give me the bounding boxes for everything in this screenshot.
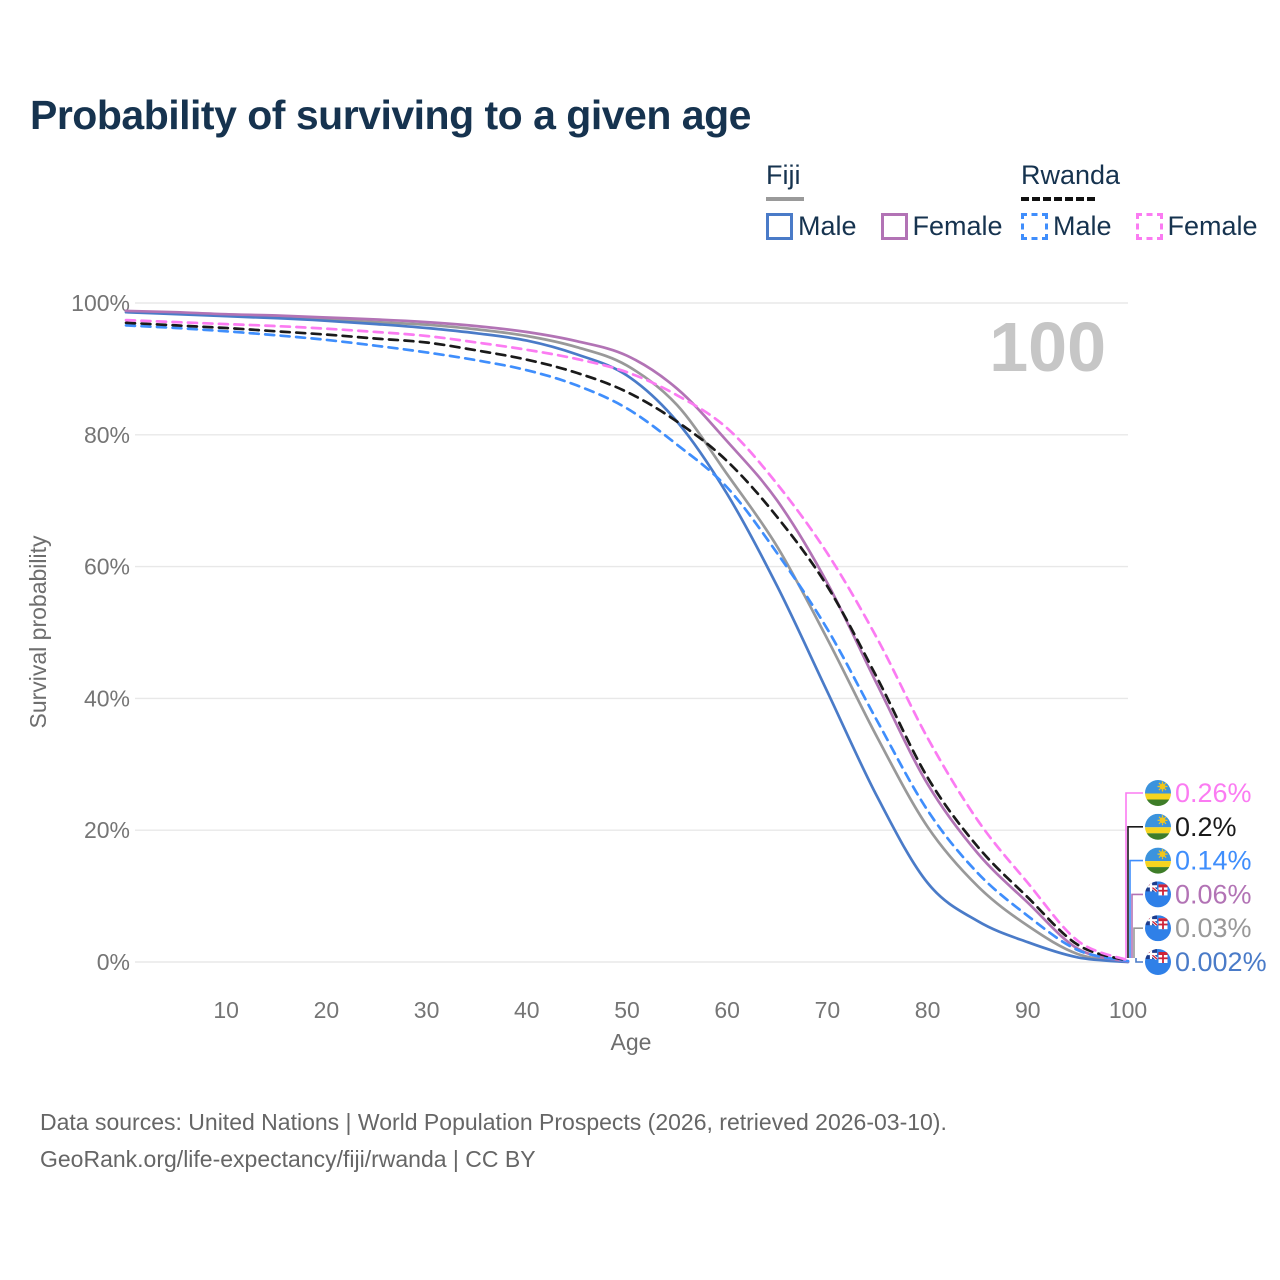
legend-item-rwanda-female[interactable]: Female (1135, 211, 1258, 242)
legend-fiji-label: Fiji (766, 160, 801, 190)
rwanda-male-checkbox[interactable] (1021, 213, 1048, 240)
y-tick-label: 40% (84, 685, 130, 711)
x-tick-label: 30 (414, 997, 440, 1023)
fiji-female-checkbox[interactable] (880, 213, 908, 240)
fiji-flag-icon (1145, 915, 1171, 942)
rwanda-flag-icon (1145, 847, 1171, 874)
line-fiji-male[interactable] (124, 310, 1130, 964)
rwanda-flag-icon (1145, 813, 1171, 840)
x-tick-label: 70 (815, 997, 841, 1023)
y-tick-label: 0% (97, 949, 130, 975)
end-label-connector (1129, 859, 1143, 958)
end-label-connector (1135, 958, 1143, 963)
x-tick-label: 100 (1109, 997, 1147, 1023)
source-line-2: GeoRank.org/life-expectancy/fiji/rwanda … (40, 1146, 536, 1172)
y-axis-title: Survival probability (25, 535, 51, 729)
legend-item-fiji-male[interactable]: Male (766, 211, 857, 242)
end-value-label-rwanda: 0.2% (1175, 812, 1237, 842)
fiji-flag-icon (1145, 881, 1171, 908)
x-tick-label: 80 (915, 997, 941, 1023)
page-title: Probability of surviving to a given age (30, 92, 751, 138)
legend-item-fiji-female[interactable]: Female (880, 211, 1003, 242)
end-label-connector (1131, 893, 1143, 958)
x-axis-title: Age (611, 1029, 652, 1055)
data-source-note: Data sources: United Nations | World Pop… (40, 1104, 947, 1178)
end-label-connector (1127, 826, 1143, 958)
rwanda-flag-icon (1145, 780, 1171, 806)
line-fiji-female[interactable] (124, 309, 1130, 963)
x-tick-label: 20 (314, 997, 340, 1023)
legend-label-fiji-female: Female (912, 211, 1003, 241)
legend-label-fiji-male: Male (798, 211, 857, 241)
legend-group-fiji: Fiji Male Female (766, 160, 1003, 242)
x-tick-label: 10 (213, 997, 239, 1023)
line-rwanda-female[interactable] (124, 318, 1130, 962)
y-tick-label: 20% (84, 817, 130, 843)
legend-group-rwanda: Rwanda Male Female (1021, 160, 1258, 242)
line-rwanda-male[interactable] (124, 324, 1130, 963)
rwanda-line-style-swatch (1021, 197, 1095, 201)
end-label-connector (1133, 927, 1143, 958)
y-tick-label: 80% (84, 422, 130, 448)
x-tick-label: 60 (714, 997, 740, 1023)
legend-label-rwanda-male: Male (1053, 211, 1112, 241)
y-tick-label: 60% (84, 554, 130, 580)
end-label-connector (1125, 792, 1143, 958)
end-value-label-fiji-female: 0.06% (1175, 879, 1252, 909)
end-value-label-rwanda-female: 0.26% (1175, 778, 1252, 808)
legend-label-rwanda-female: Female (1167, 211, 1258, 241)
fiji-flag-icon (1145, 949, 1171, 975)
rwanda-female-checkbox[interactable] (1135, 213, 1163, 240)
fiji-male-checkbox[interactable] (766, 213, 793, 240)
legend-rwanda-label: Rwanda (1021, 160, 1121, 190)
x-tick-label: 90 (1015, 997, 1041, 1023)
end-value-label-fiji-male: 0.002% (1175, 947, 1267, 977)
end-value-label-rwanda-male: 0.14% (1175, 846, 1252, 876)
end-value-label-fiji: 0.03% (1175, 913, 1252, 943)
legend-item-rwanda-male[interactable]: Male (1021, 211, 1112, 242)
source-line-1: Data sources: United Nations | World Pop… (40, 1109, 947, 1135)
line-rwanda[interactable] (124, 321, 1130, 963)
y-tick-label: 100% (71, 290, 130, 316)
x-tick-label: 50 (614, 997, 640, 1023)
x-tick-label: 40 (514, 997, 540, 1023)
fiji-line-style-swatch (766, 197, 804, 201)
hover-age-watermark: 100 (989, 308, 1106, 386)
